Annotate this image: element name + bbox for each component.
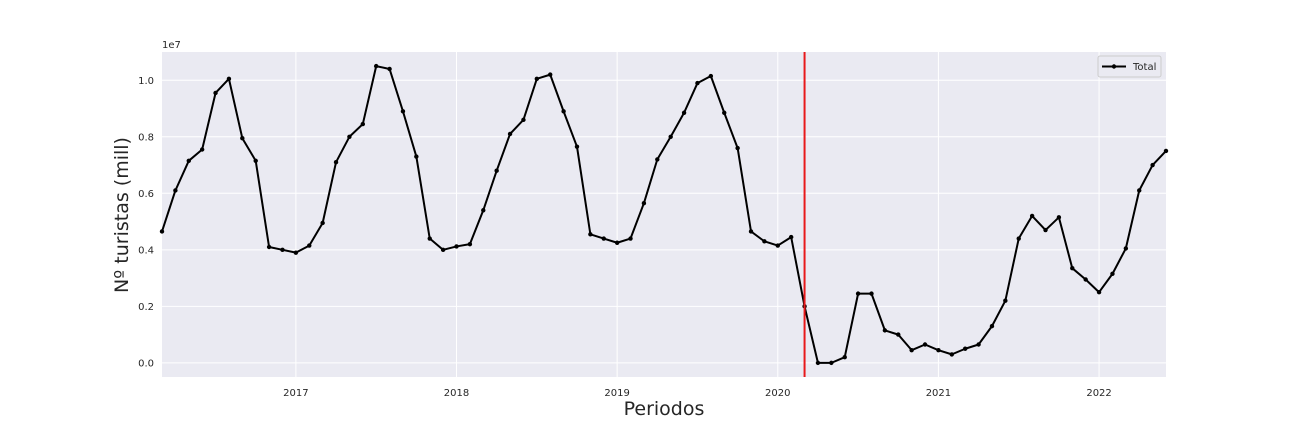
data-point xyxy=(226,76,232,82)
data-point xyxy=(307,243,312,248)
data-point xyxy=(548,72,553,77)
data-point xyxy=(1003,298,1008,303)
series-line-total xyxy=(161,65,1167,364)
data-point xyxy=(963,346,968,351)
data-point xyxy=(347,134,352,139)
data-point xyxy=(199,147,205,152)
x-tick-label: 2019 xyxy=(604,388,629,399)
data-point xyxy=(681,110,687,115)
data-point xyxy=(159,229,165,234)
data-point xyxy=(909,347,914,353)
data-point xyxy=(467,241,473,247)
data-point xyxy=(481,208,486,213)
data-point xyxy=(266,244,272,250)
data-point xyxy=(829,360,834,366)
data-point xyxy=(641,200,647,206)
data-point xyxy=(601,236,606,241)
x-tick-label: 2018 xyxy=(444,388,469,399)
y-offset-text: 1e7 xyxy=(162,40,181,51)
data-point xyxy=(507,131,513,137)
data-point xyxy=(280,247,285,253)
data-point xyxy=(748,229,754,234)
data-point xyxy=(1016,236,1021,241)
data-point xyxy=(762,239,767,244)
y-tick-label: 0.0 xyxy=(138,358,154,369)
y-tick-label: 0.2 xyxy=(138,302,154,313)
data-point xyxy=(788,234,794,240)
data-point xyxy=(440,247,446,253)
data-point xyxy=(1096,290,1102,295)
data-point xyxy=(387,66,392,72)
x-tick-label: 2021 xyxy=(926,388,951,399)
x-tick-label: 2020 xyxy=(765,388,790,399)
data-point xyxy=(896,332,901,337)
series-layer xyxy=(159,63,1169,366)
data-point xyxy=(976,342,981,347)
data-point xyxy=(1110,271,1115,277)
data-point xyxy=(427,236,432,241)
data-point xyxy=(1123,246,1129,251)
data-point xyxy=(1070,265,1075,271)
data-point xyxy=(400,109,406,114)
data-point xyxy=(842,355,847,360)
data-point xyxy=(373,63,379,69)
data-point xyxy=(922,342,928,347)
data-point xyxy=(936,347,941,353)
data-point xyxy=(360,121,365,127)
data-point xyxy=(1056,215,1062,220)
plot-background xyxy=(162,52,1166,377)
data-point xyxy=(574,144,580,149)
data-point xyxy=(521,117,526,123)
data-point xyxy=(1083,277,1088,282)
legend-marker-swatch xyxy=(1111,64,1117,69)
data-point xyxy=(869,291,874,296)
data-point xyxy=(320,220,325,226)
y-tick-label: 0.4 xyxy=(138,245,154,256)
data-point xyxy=(882,328,888,333)
data-point xyxy=(1029,213,1035,219)
data-point xyxy=(1043,227,1048,233)
x-tick-label: 2017 xyxy=(283,388,308,399)
data-point xyxy=(628,236,633,241)
data-point xyxy=(253,158,258,164)
data-point xyxy=(614,240,620,245)
data-point xyxy=(333,160,339,165)
data-point xyxy=(735,145,740,151)
data-point xyxy=(454,244,459,249)
legend-label: Total xyxy=(1132,62,1156,73)
tick-labels: 0.0 0.2 0.4 0.6 0.8 1.0 2017 2018 2019 2020 2021 20… xyxy=(138,76,1112,399)
data-point xyxy=(173,188,178,193)
data-point xyxy=(775,243,780,248)
data-point xyxy=(1137,188,1142,193)
x-axis-title: Periodos xyxy=(624,398,705,420)
data-point xyxy=(534,76,540,82)
data-point xyxy=(494,168,499,173)
y-tick-label: 1.0 xyxy=(138,76,154,87)
data-point xyxy=(186,158,191,164)
data-point xyxy=(414,154,419,159)
y-tick-label: 0.6 xyxy=(138,189,154,200)
data-point xyxy=(240,135,245,141)
data-point xyxy=(1150,162,1155,168)
data-point xyxy=(708,73,714,79)
data-point xyxy=(1163,148,1169,154)
data-point xyxy=(293,250,299,255)
data-point xyxy=(815,360,821,366)
y-tick-label: 0.8 xyxy=(138,132,154,143)
data-point xyxy=(668,134,673,139)
data-point xyxy=(949,352,955,357)
data-point xyxy=(989,323,995,329)
data-point xyxy=(695,80,700,86)
x-tick-label: 2022 xyxy=(1086,388,1111,399)
legend-box xyxy=(1097,55,1162,78)
data-point xyxy=(722,110,727,115)
data-point xyxy=(855,291,861,296)
data-point xyxy=(655,157,660,162)
data-point xyxy=(588,232,593,237)
y-axis-title: Nº turistas (mill) xyxy=(111,137,133,293)
data-point xyxy=(561,109,566,114)
legend: Total xyxy=(1097,55,1162,78)
data-point xyxy=(213,90,218,96)
